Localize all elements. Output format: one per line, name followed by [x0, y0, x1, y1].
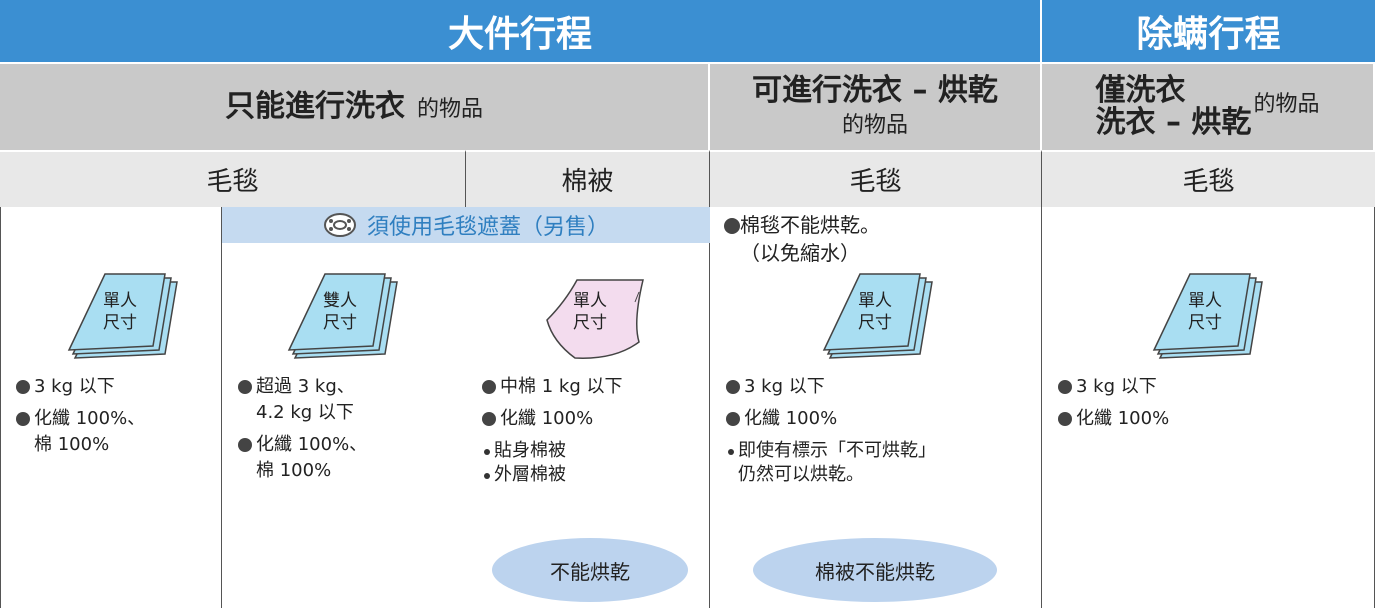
- small-bullet: [484, 449, 490, 455]
- notice-text: 須使用毛毯遮蓋（另售）: [366, 215, 609, 240]
- bullet: [238, 438, 252, 452]
- icon-label: 單人: [1188, 291, 1222, 311]
- group-suffix: 的物品: [1253, 92, 1320, 117]
- group-header: 僅洗衣 洗衣 – 烘乾 的物品: [1042, 62, 1375, 150]
- blanket-icon: [1152, 273, 1263, 359]
- small-item-line: 貼身棉被: [494, 440, 566, 461]
- icon-label: 尺寸: [858, 313, 892, 333]
- group-bold-line: 洗衣 – 烘乾: [1095, 105, 1252, 140]
- sub-header: 棉被: [466, 150, 710, 207]
- cycle-header: 除螨行程: [1042, 0, 1375, 62]
- item-line: 3 kg 以下: [744, 376, 825, 397]
- sub-header: 毛毯: [0, 150, 466, 207]
- group-bold: 可進行洗衣 – 烘乾: [752, 75, 998, 107]
- item-line: 化纖 100%: [500, 408, 594, 429]
- group-header: 可進行洗衣 – 烘乾的物品: [710, 62, 1042, 150]
- blanket-icon: [546, 279, 644, 359]
- item-line: 棉 100%: [256, 460, 332, 481]
- item-line: 中棉 1 kg 以下: [500, 376, 623, 397]
- bullet: [726, 412, 740, 426]
- group-bold-line: 可進行洗衣 – 烘乾: [752, 73, 998, 108]
- icon-label: 單人: [858, 291, 892, 311]
- small-bullet: [484, 473, 490, 479]
- item-line: 化纖 100%: [744, 408, 838, 429]
- item-line: 超過 3 kg、: [256, 376, 355, 397]
- group-bold: 僅洗衣 洗衣 – 烘乾: [1096, 75, 1252, 139]
- icon-label: 尺寸: [573, 313, 607, 333]
- top-note: （以免縮水）: [740, 241, 860, 265]
- bullet: [16, 380, 30, 394]
- top-note: 棉毯不能烘乾。: [740, 213, 880, 237]
- item-line: 化纖 100%、: [34, 408, 146, 429]
- cell: [0, 207, 222, 608]
- bullet: [1058, 412, 1072, 426]
- bullet: [16, 412, 30, 426]
- bullet: [1058, 380, 1072, 394]
- small-item-line: 即使有標示「不可烘乾」: [738, 440, 936, 461]
- notice-banner: 須使用毛毯遮蓋（另售）: [222, 207, 710, 243]
- group-bold-line: 只能進行洗衣: [224, 89, 405, 124]
- item-line: 化纖 100%、: [256, 434, 368, 455]
- icon-label: 尺寸: [103, 313, 137, 333]
- item-line: 3 kg 以下: [1076, 376, 1157, 397]
- icon-label: 尺寸: [323, 313, 357, 333]
- item-line: 4.2 kg 以下: [256, 402, 354, 423]
- cycle-header: 大件行程: [0, 0, 1042, 62]
- icon-label: 單人: [573, 291, 607, 311]
- group-suffix: 的物品: [416, 97, 483, 122]
- item-line: 3 kg 以下: [34, 376, 115, 397]
- icon-label: 雙人: [323, 291, 357, 311]
- cell: [710, 207, 1042, 608]
- icon-label: 單人: [103, 291, 137, 311]
- bullet: [724, 218, 740, 234]
- oval-note: 棉被不能烘乾: [753, 538, 997, 602]
- sub-header: 毛毯: [710, 150, 1042, 207]
- item-line: 棉 100%: [34, 434, 110, 455]
- sub-header: 毛毯: [1042, 150, 1375, 207]
- group-suffix: 的物品: [841, 113, 908, 138]
- small-bullet: [728, 449, 734, 455]
- group-header: 只能進行洗衣 的物品: [0, 62, 710, 150]
- oval-note: 不能烘乾: [492, 538, 688, 602]
- bullet: [238, 380, 252, 394]
- blanket-icon: [287, 273, 398, 359]
- cell: [466, 207, 710, 608]
- bullet: [726, 380, 740, 394]
- bullet: [482, 380, 496, 394]
- small-item-line: 仍然可以烘乾。: [738, 464, 864, 485]
- item-line: 化纖 100%: [1076, 408, 1170, 429]
- bullet: [482, 412, 496, 426]
- icon-label: 尺寸: [1188, 313, 1222, 333]
- small-item-line: 外層棉被: [494, 464, 566, 485]
- blanket-icon: [822, 273, 933, 359]
- blanket-icon: [67, 273, 178, 359]
- cover-icon: [323, 213, 356, 237]
- group-bold-line: 僅洗衣: [1095, 73, 1186, 108]
- group-bold: 只能進行洗衣: [225, 91, 405, 123]
